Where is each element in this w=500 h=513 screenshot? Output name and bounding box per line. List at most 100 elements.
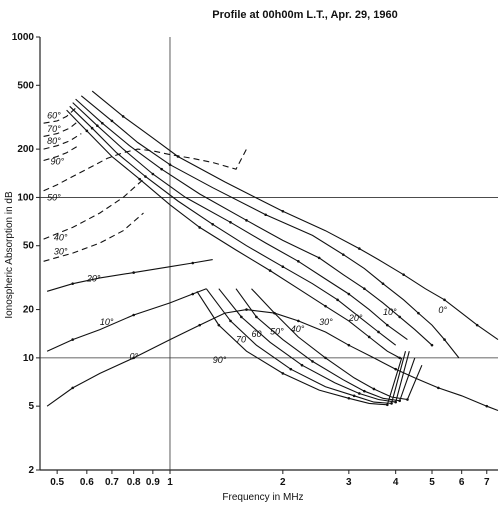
lower-series-point [255, 315, 258, 319]
upper-series-point [297, 259, 300, 263]
upper-series-point [110, 119, 114, 123]
lower-series-point [347, 343, 351, 347]
upper-series-point [381, 282, 385, 285]
lower-series-point [390, 402, 393, 405]
lower-series-point [71, 386, 74, 390]
lower-series-point [132, 271, 135, 274]
x-tick-label: 0.9 [146, 477, 160, 488]
lower-series-line [46, 309, 499, 412]
dashed-series-line [43, 120, 79, 137]
curve-label: 60° [47, 111, 61, 121]
y-tick-label: 500 [17, 80, 34, 91]
dashed-series-line [43, 107, 76, 124]
upper-series-point [85, 129, 89, 133]
upper-series-point [151, 172, 155, 176]
x-axis-label: Frequency in MHz [222, 492, 303, 503]
lower-series-point [132, 356, 135, 360]
lower-series-point [352, 394, 356, 398]
x-tick-label: 0.8 [127, 477, 141, 488]
x-tick-label: 6 [459, 477, 465, 488]
curve-label: 20° [348, 313, 363, 323]
lower-series-point [191, 261, 195, 265]
upper-series-line [75, 98, 433, 346]
curve-label: 10° [383, 307, 397, 317]
curve-label: 50° [47, 192, 61, 202]
upper-series-point [347, 292, 351, 296]
y-tick-label: 50 [23, 241, 35, 252]
plot-area: 1000 500 200 100 50 20 10 5 2 0.5 0.6 0.7 0.8 0.9 1 2 3 4… [12, 32, 499, 488]
lower-series-point [132, 313, 135, 317]
upper-series-point [417, 311, 420, 315]
upper-series-line [72, 102, 408, 341]
lower-series-point [347, 396, 351, 400]
x-tick-label: 5 [429, 477, 435, 488]
curve-label: 50° [270, 326, 284, 336]
upper-series-point [475, 323, 479, 327]
curve-label: 40° [54, 232, 68, 242]
upper-series-point [160, 167, 163, 171]
upper-series-point [121, 115, 125, 118]
curve-label: 30° [319, 317, 333, 327]
lower-series-point [191, 292, 195, 296]
curve-label: 60 [252, 329, 262, 339]
lower-series-point [358, 392, 361, 395]
lower-series-point [386, 403, 389, 407]
upper-series-point [96, 124, 99, 127]
lower-series-point [363, 389, 366, 393]
upper-series-point [264, 213, 267, 217]
upper-series-point [443, 298, 446, 302]
lower-series-point [324, 356, 327, 360]
y-tick-label: 10 [23, 353, 35, 364]
lower-series-point [297, 319, 300, 323]
lower-series-line [218, 288, 410, 403]
chart-title: Profile at 00h00m L.T., Apr. 29, 1960 [212, 9, 397, 21]
upper-series-point [281, 209, 285, 213]
upper-series-point [268, 269, 272, 272]
lower-series-point [311, 360, 314, 363]
lower-series-point [229, 319, 232, 323]
upper-series-point [198, 226, 201, 229]
lower-series-line [46, 259, 213, 292]
y-tick-label: 5 [28, 401, 34, 412]
upper-series-point [342, 253, 345, 256]
dashed-series-line [43, 133, 82, 150]
x-tick-label: 0.6 [80, 477, 94, 488]
curve-label: 90° [213, 355, 227, 365]
lower-series-point [281, 372, 285, 375]
lower-series-point [398, 399, 401, 403]
upper-series-point [144, 175, 147, 178]
lower-series-point [406, 398, 409, 401]
dashed-series-line [43, 178, 144, 240]
upper-series-point [386, 323, 389, 327]
curve-label: 70 [236, 334, 246, 344]
lower-series-line [46, 288, 207, 352]
lower-series-point [217, 323, 221, 327]
upper-series-point [211, 223, 215, 226]
lower-series-point [198, 323, 201, 327]
lower-series-line [251, 288, 423, 401]
upper-series-line [91, 90, 499, 341]
upper-series-point [138, 177, 141, 181]
y-tick-label: 1000 [12, 32, 35, 43]
lower-series-point [300, 363, 304, 367]
lower-series-point [485, 404, 489, 408]
curve-label: 30° [54, 247, 68, 257]
lower-series-point [372, 387, 376, 391]
upper-series-point [367, 335, 371, 339]
y-tick-label: 20 [23, 305, 35, 316]
lower-series-line [196, 291, 403, 406]
dashed-series-line [43, 148, 247, 192]
upper-series-point [245, 219, 248, 222]
upper-series-point [398, 356, 401, 360]
lower-series-point [71, 338, 74, 341]
lower-series-point [394, 367, 397, 371]
x-tick-label: 3 [346, 477, 352, 488]
upper-series-line [69, 105, 397, 346]
y-tick-label: 100 [17, 192, 34, 203]
lower-series-line [235, 288, 416, 402]
upper-series-point [443, 338, 446, 341]
curve-label: 80° [47, 136, 61, 146]
lower-series-point [437, 386, 440, 390]
curve-label: 20° [86, 273, 101, 283]
